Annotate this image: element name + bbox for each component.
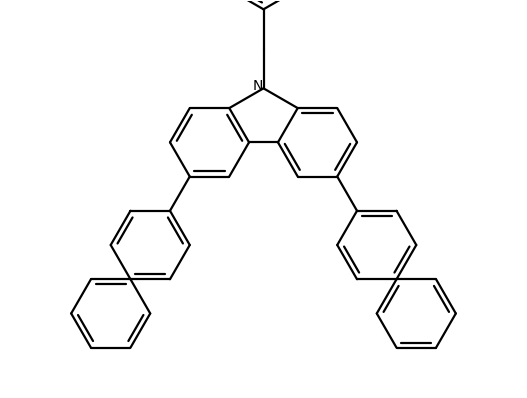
Text: N: N	[252, 79, 263, 94]
